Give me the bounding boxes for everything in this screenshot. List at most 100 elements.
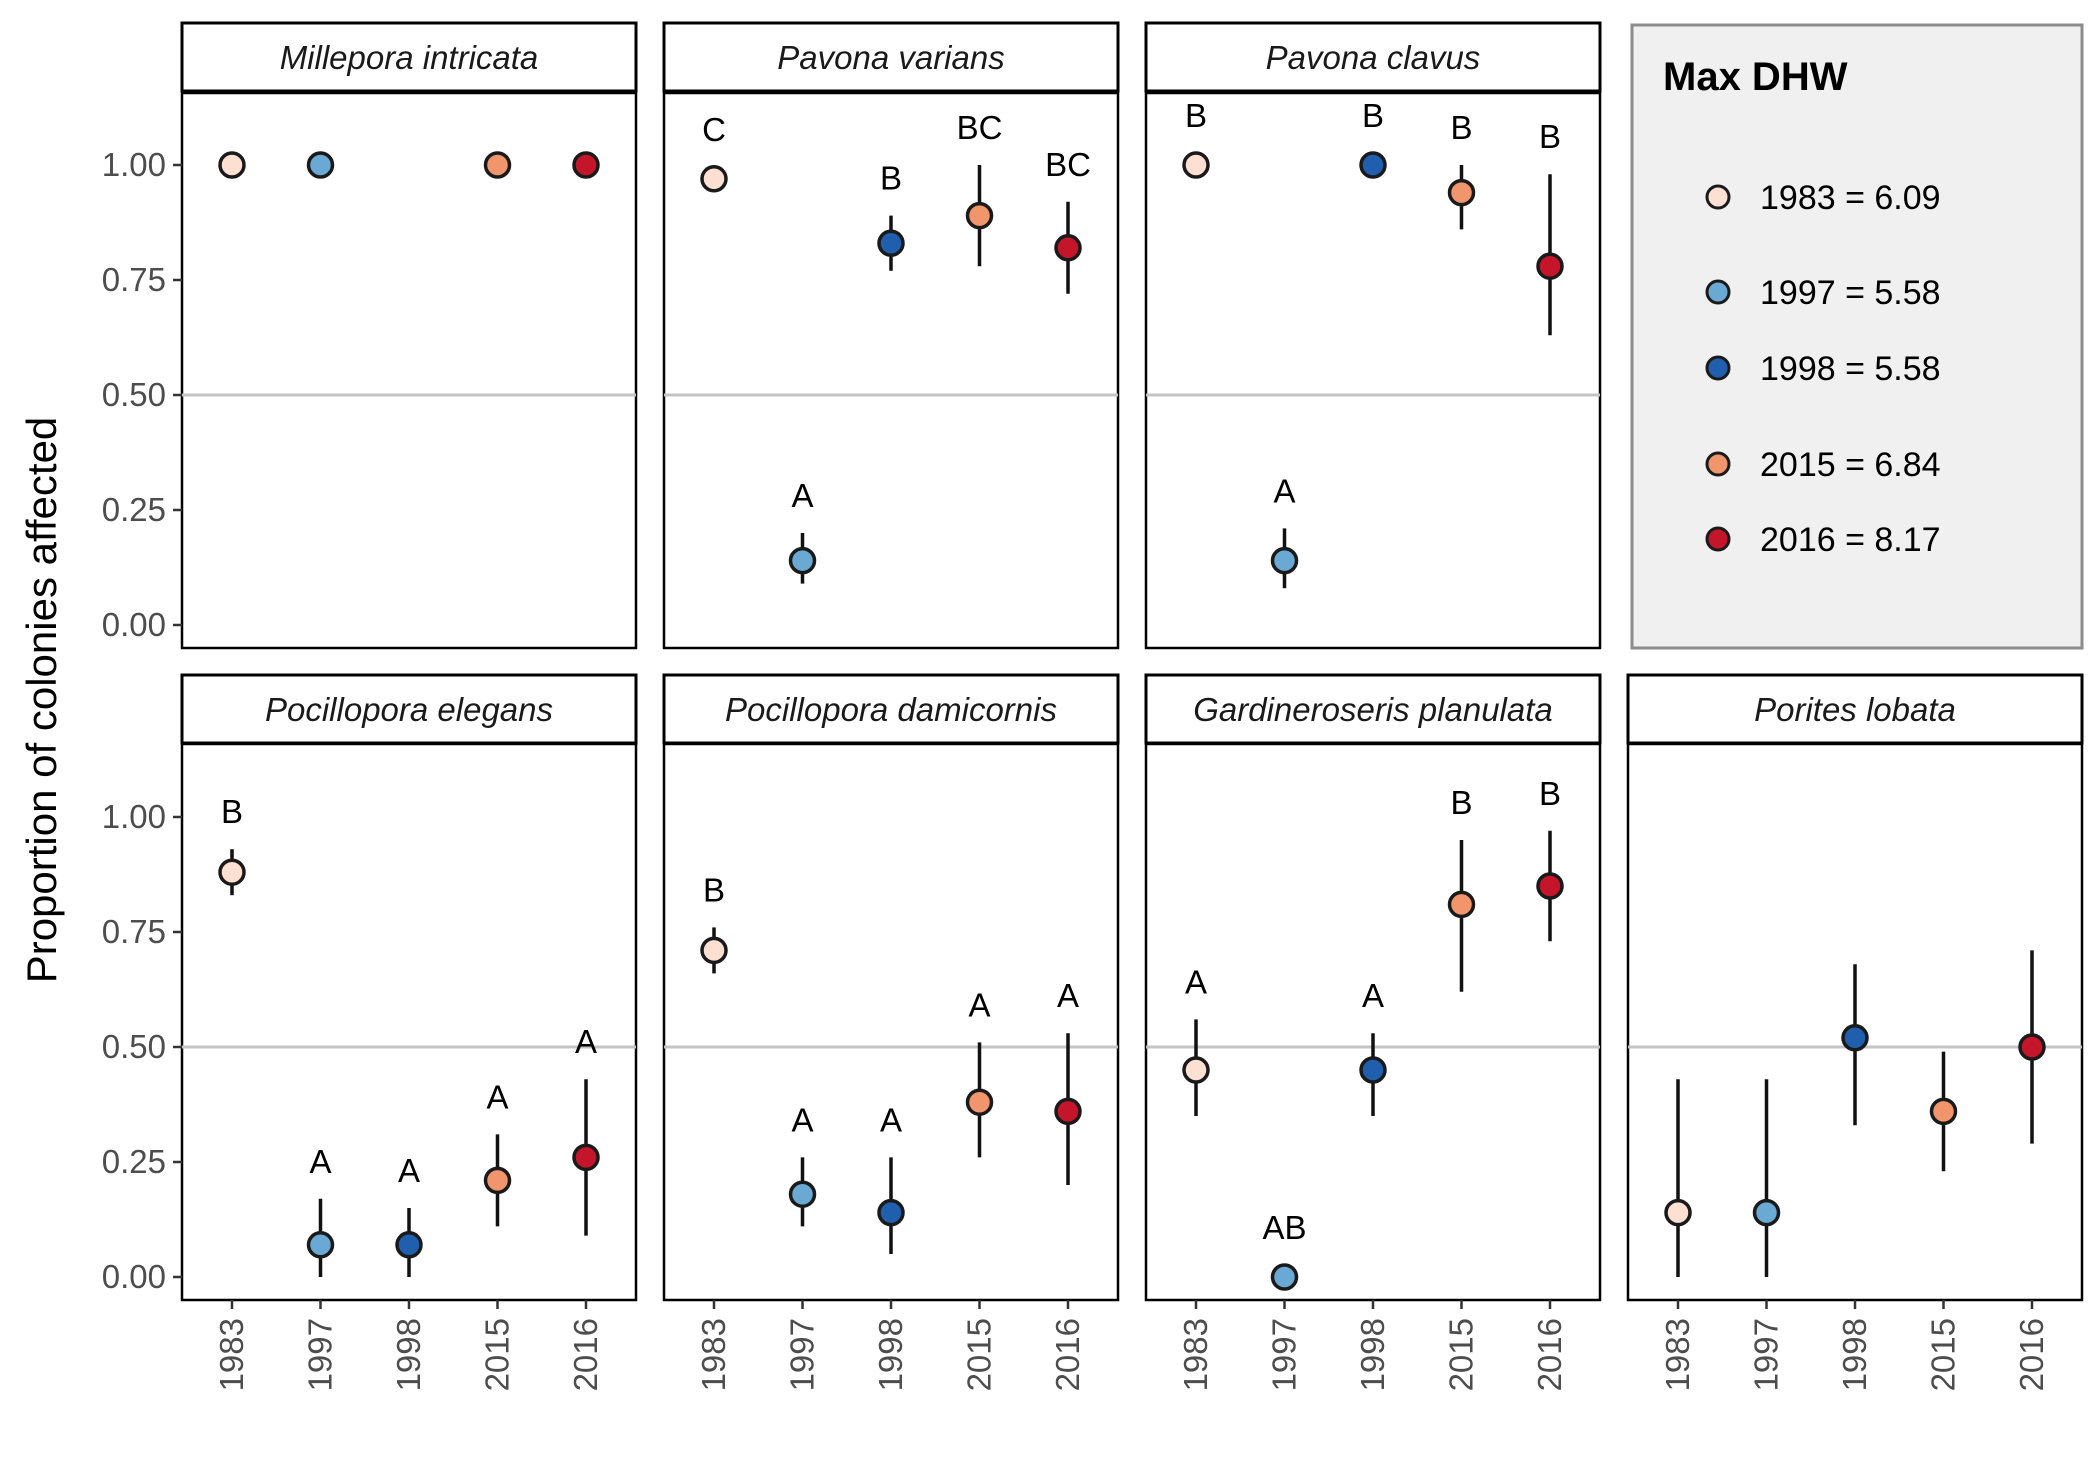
data-point-group-2015: A [965, 986, 994, 1158]
significance-label: B [1450, 109, 1472, 146]
data-point-group-1997 [1752, 1079, 1781, 1277]
y-tick-label: 0.50 [102, 376, 166, 413]
significance-label: A [880, 1101, 902, 1138]
data-point-group-1998: A [395, 1152, 423, 1277]
significance-label: A [1057, 977, 1079, 1014]
significance-label: A [1273, 472, 1295, 509]
x-tick-label: 1998 [1354, 1318, 1391, 1391]
data-point-group-1998: B [1359, 97, 1387, 179]
y-tick-label: 0.00 [102, 1258, 166, 1295]
data-point [1929, 1097, 1958, 1126]
data-point-group-1983 [1664, 1079, 1692, 1277]
significance-label: C [702, 111, 726, 148]
data-point [572, 151, 600, 179]
panels-layer: Millepora intricata0.000.250.500.751.00P… [102, 21, 2084, 1391]
y-tick-label: 0.75 [102, 913, 166, 950]
data-point-group-1983: B [218, 793, 246, 896]
data-point [395, 1231, 423, 1259]
data-point [788, 546, 817, 575]
y-tick-label: 0.00 [102, 606, 166, 643]
data-point [1536, 252, 1564, 280]
data-point-group-1998: A [877, 1101, 905, 1254]
x-tick-label: 1997 [302, 1318, 339, 1391]
data-point-group-1983: B [700, 871, 728, 974]
x-tick-label: 1983 [695, 1318, 732, 1391]
panel-strip [1626, 673, 2084, 745]
legend-swatch [1705, 279, 1731, 305]
data-point-group-2016: A [1054, 977, 1082, 1185]
data-point [1447, 178, 1476, 207]
data-point-group-1997: A [788, 1101, 817, 1227]
data-point-group-2016: A [572, 1023, 600, 1236]
significance-label: B [880, 160, 902, 197]
data-point [1182, 1056, 1210, 1084]
significance-label: A [575, 1023, 597, 1060]
y-axis-title: Proportion of colonies affected [18, 417, 65, 984]
panel-title: Porites lobata [1754, 691, 1956, 728]
panel-frame [1144, 91, 1602, 650]
legend-swatch [1705, 451, 1731, 477]
data-point-group-1998 [1841, 964, 1869, 1126]
data-point [218, 858, 246, 886]
panel-title: Gardineroseris planulata [1193, 691, 1553, 728]
data-point [1359, 151, 1387, 179]
significance-label: B [703, 871, 725, 908]
x-tick-label: 2016 [567, 1318, 604, 1391]
y-tick-label: 0.75 [102, 261, 166, 298]
data-point-group-1997 [306, 151, 335, 179]
x-tick-label: 2016 [2013, 1318, 2050, 1391]
data-point [1054, 1097, 1082, 1126]
y-tick-label: 1.00 [102, 798, 166, 835]
data-point-group-1997: AB [1262, 1209, 1307, 1291]
data-point-group-2016: B [1536, 775, 1564, 942]
data-point-group-1983: A [1182, 963, 1210, 1116]
legend-label: 1983 = 6.09 [1760, 179, 1941, 217]
legend-swatch [1705, 355, 1731, 381]
data-point-group-2016: BC [1045, 146, 1091, 294]
x-tick-label: 1998 [872, 1318, 909, 1391]
panel-porites-lobata: Porites lobata 1983 1997 1998 2015 2016 [1626, 673, 2084, 1391]
x-tick-label: 1998 [1836, 1318, 1873, 1391]
x-tick-label: 1997 [1266, 1318, 1303, 1391]
panel-strip [662, 21, 1120, 93]
data-point-group-1997: A [788, 477, 817, 584]
panel-strip [180, 673, 638, 745]
data-point [700, 936, 728, 965]
data-point [2018, 1033, 2046, 1061]
x-tick-label: 2015 [1925, 1318, 1962, 1391]
panel-pavona-varians: Pavona varians C A B BC BC [662, 21, 1120, 650]
panel-strip [1144, 21, 1602, 93]
data-point [218, 151, 246, 179]
panel-strip [662, 673, 1120, 745]
significance-label: B [1539, 775, 1561, 812]
data-point-group-2015: B [1447, 109, 1476, 230]
significance-label: A [791, 477, 813, 514]
data-point [1182, 151, 1210, 179]
data-point [1359, 1056, 1387, 1084]
data-point-group-2015: A [483, 1078, 512, 1227]
legend-title: Max DHW [1663, 55, 1848, 99]
data-point-group-1983 [218, 151, 246, 179]
data-point-group-1998: B [877, 160, 905, 271]
data-point-group-2016 [2018, 950, 2046, 1144]
data-point-group-1997: A [1270, 472, 1299, 589]
panel-pavona-clavus: Pavona clavus B A B B B [1144, 21, 1602, 650]
significance-label: A [309, 1143, 331, 1180]
legend-swatch [1705, 184, 1731, 210]
data-point-group-2015 [1929, 1051, 1958, 1172]
data-point [965, 1088, 994, 1116]
panel-pocillopora-damicornis: Pocillopora damicornis 1983 1997 1998 2015 20… [662, 673, 1120, 1391]
data-point [965, 201, 994, 230]
panel-frame [1144, 742, 1602, 1302]
significance-label: A [968, 986, 990, 1023]
data-point [1054, 234, 1082, 262]
y-tick-label: 0.25 [102, 491, 166, 528]
panel-strip [180, 21, 638, 93]
x-tick-label: 2015 [961, 1318, 998, 1391]
data-point-group-1983: C [700, 111, 728, 193]
x-tick-label: 1983 [213, 1318, 250, 1391]
x-tick-label: 1998 [390, 1318, 427, 1391]
legend-swatch [1705, 526, 1731, 552]
legend-label: 2016 = 8.17 [1760, 521, 1941, 559]
